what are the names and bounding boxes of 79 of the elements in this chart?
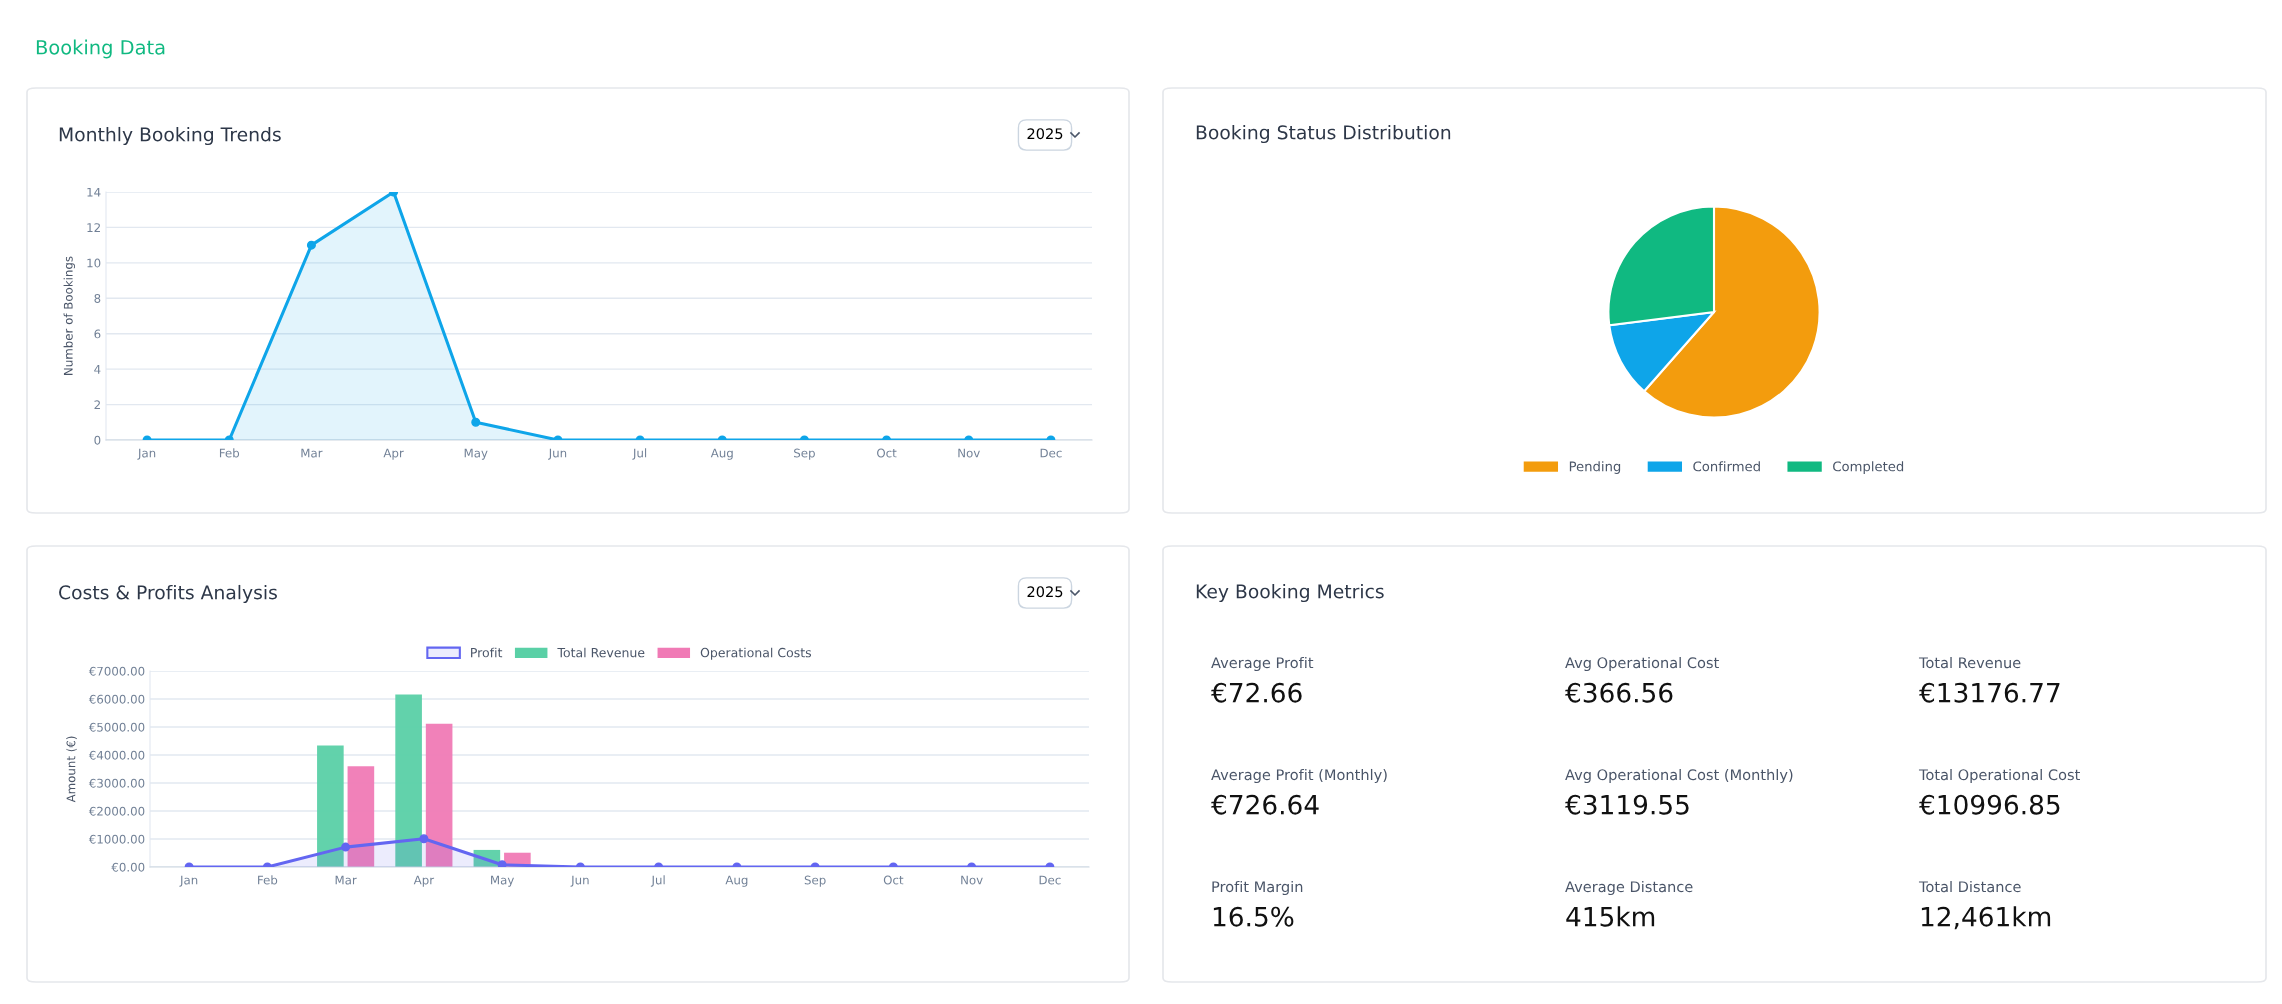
- legend-label: Confirmed: [1693, 461, 1760, 472]
- y-tick-label: €0.00: [111, 862, 145, 872]
- legend-label: Pending: [1569, 461, 1621, 474]
- text: €13176.77: [1919, 682, 2060, 703]
- chart-subtitle: 2025: [1027, 128, 1063, 140]
- text: Average Distance: [1565, 880, 1693, 896]
- text: €726.64: [1211, 794, 1319, 815]
- y-tick-label: €4000.00: [88, 750, 145, 760]
- y-axis-title: Amount (€): [66, 736, 77, 803]
- y-tick-label: €2000.00: [88, 806, 145, 816]
- text: €72.66: [1211, 682, 1302, 703]
- text: €3119.55: [1565, 794, 1689, 815]
- text: Total Operational Cost: [1918, 768, 2080, 784]
- y-tick-label: €3000.00: [88, 778, 145, 788]
- y-tick-label: 12: [87, 223, 100, 232]
- text: 415km: [1566, 906, 1655, 927]
- x-tick-label: Oct: [883, 875, 904, 885]
- x-tick-label: Jun: [548, 448, 567, 460]
- y-tick-label: €5000.00: [88, 722, 145, 732]
- x-tick-label: Aug: [710, 448, 733, 460]
- text: Average Profit (Monthly): [1211, 768, 1387, 784]
- y-tick-label: €1000.00: [88, 834, 145, 844]
- x-tick-label: Nov: [958, 448, 980, 458]
- bar: [347, 766, 375, 867]
- chart-subtitle: 2025: [1027, 586, 1063, 598]
- x-tick-label: Sep: [804, 875, 826, 887]
- x-tick-label: Mar: [335, 875, 357, 885]
- x-tick-label: May: [491, 875, 514, 887]
- x-tick-label: Oct: [877, 448, 897, 458]
- x-tick-label: Jul: [650, 875, 665, 887]
- text: Profit Margin: [1212, 880, 1303, 896]
- point: [471, 417, 481, 427]
- y-tick-label: 2: [94, 400, 100, 410]
- text: Avg Operational Cost (Monthly): [1565, 768, 1793, 784]
- text: €10996.85: [1919, 794, 2060, 815]
- y-tick-label: €7000.00: [88, 666, 145, 676]
- x-tick-label: Feb: [258, 875, 278, 885]
- text: Booking Data: [36, 39, 165, 59]
- point: [306, 240, 316, 250]
- x-tick-label: Feb: [219, 448, 240, 458]
- chart-title: Monthly Booking Trends: [59, 126, 281, 146]
- x-tick-label: Nov: [961, 875, 983, 885]
- legend-label: Completed: [1833, 461, 1904, 474]
- legend-label: Operational Costs: [700, 647, 812, 660]
- x-tick-label: Sep: [794, 448, 815, 460]
- legend-label: Profit: [471, 647, 503, 658]
- y-tick-label: 8: [94, 294, 101, 303]
- text: €366.56: [1565, 682, 1673, 703]
- x-tick-label: May: [464, 448, 488, 460]
- x-tick-label: Jan: [179, 875, 198, 887]
- x-tick-label: Apr: [413, 875, 435, 887]
- text: Total Distance: [1918, 880, 2021, 893]
- y-axis-title: Number of Bookings: [63, 256, 76, 375]
- text: 16.5%: [1213, 906, 1294, 927]
- text: Booking Status Distribution: [1196, 124, 1451, 144]
- y-tick-label: 4: [94, 365, 101, 374]
- x-tick-label: Jan: [137, 448, 156, 460]
- y-tick-label: 6: [94, 329, 101, 339]
- x-tick-label: Mar: [301, 448, 323, 458]
- text: Average Profit: [1211, 656, 1314, 672]
- text: Total Revenue: [1918, 656, 2021, 669]
- x-tick-label: Apr: [383, 448, 404, 460]
- chart-title: Costs & Profits Analysis: [59, 584, 277, 604]
- bar: [317, 745, 344, 867]
- x-tick-label: Dec: [1040, 448, 1062, 458]
- legend-label: Total Revenue: [557, 647, 645, 658]
- text: Avg Operational Cost: [1565, 656, 1719, 672]
- x-tick-label: Aug: [725, 875, 748, 887]
- text: Key Booking Metrics: [1196, 583, 1384, 603]
- text: 12,461km: [1921, 906, 2051, 930]
- y-tick-label: €6000.00: [88, 694, 145, 704]
- bar: [425, 723, 453, 867]
- x-tick-label: Jun: [570, 875, 589, 887]
- bar: [395, 694, 422, 867]
- y-tick-label: 0: [94, 435, 101, 445]
- x-tick-label: Jul: [632, 448, 647, 460]
- y-tick-label: 10: [87, 258, 101, 268]
- x-tick-label: Dec: [1039, 875, 1061, 885]
- y-tick-label: 14: [87, 187, 101, 197]
